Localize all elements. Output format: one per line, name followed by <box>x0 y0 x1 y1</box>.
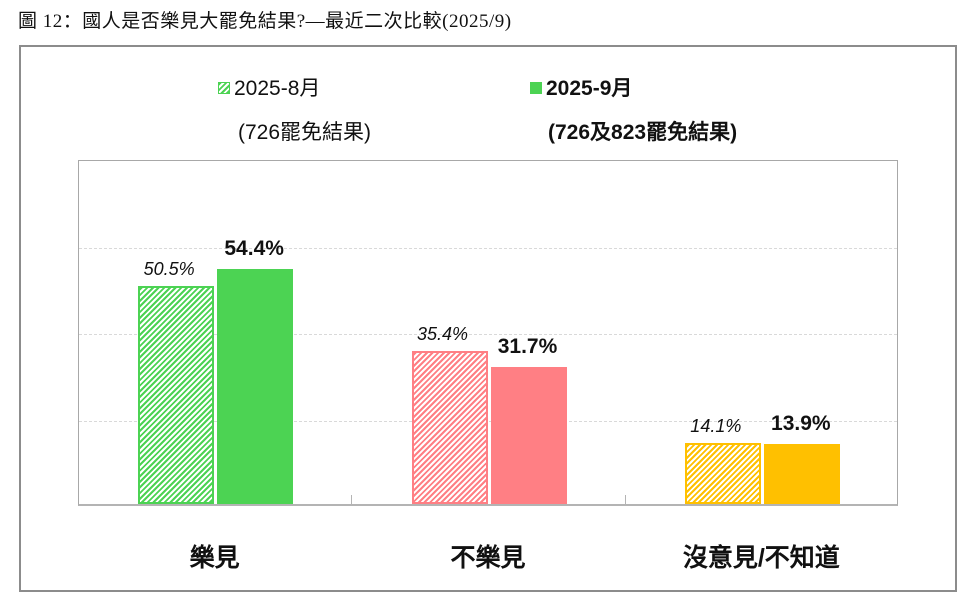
legend-sub-sep: (726及823罷免結果) <box>548 121 738 144</box>
data-label: 35.4% <box>416 323 469 344</box>
data-label: 14.1% <box>690 416 742 437</box>
bar-2025-08 <box>411 350 488 504</box>
data-label: 13.9% <box>771 411 831 435</box>
x-axis-category-label: 沒意見/不知道 <box>682 544 840 572</box>
legend-item-aug: 2025-8月 <box>218 72 320 102</box>
plot-area <box>78 160 898 506</box>
data-label: 54.4% <box>224 236 284 260</box>
chart-frame <box>19 45 957 592</box>
bar-2025-08 <box>138 285 215 504</box>
solid-swatch-icon <box>530 82 542 94</box>
figure-title: 圖 12：國人是否樂見大罷免結果?—最近二次比較(2025/9) <box>18 11 512 32</box>
x-axis-tick <box>351 495 353 504</box>
legend-label-aug: 2025-8月 <box>234 77 321 100</box>
legend-sub-aug: (726罷免結果) <box>238 121 372 144</box>
bar-2025-09 <box>217 268 294 504</box>
x-axis-tick <box>624 495 626 504</box>
x-axis-category-label: 樂見 <box>189 544 240 572</box>
data-label: 31.7% <box>497 334 558 358</box>
bar-2025-09 <box>763 443 840 504</box>
gridline <box>79 247 897 249</box>
bar-2025-08 <box>684 443 761 504</box>
legend-item-sep: 2025-9月 <box>530 72 632 102</box>
hatched-swatch-icon <box>218 82 230 94</box>
data-label: 50.5% <box>143 258 195 279</box>
gridline <box>79 420 897 422</box>
bar-2025-09 <box>490 366 567 504</box>
x-axis-category-label: 不樂見 <box>450 544 526 572</box>
legend-label-sep: 2025-9月 <box>546 77 633 100</box>
gridline <box>79 334 897 335</box>
